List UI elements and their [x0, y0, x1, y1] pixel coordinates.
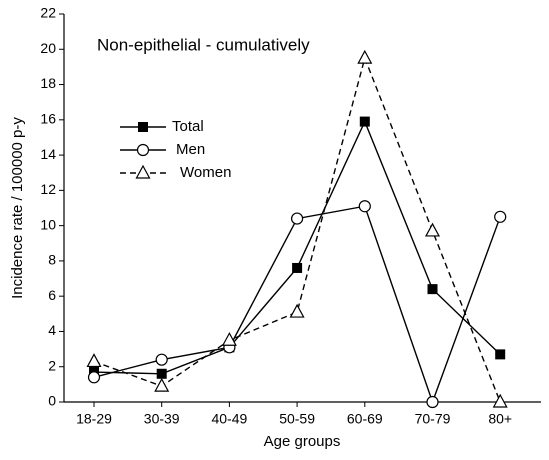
y-tick-label: 6	[48, 287, 56, 303]
x-axis-label: Age groups	[264, 433, 341, 450]
y-tick-label: 10	[40, 216, 56, 232]
marker	[359, 116, 370, 127]
y-tick-label: 16	[40, 111, 56, 127]
marker	[291, 212, 304, 225]
y-tick-label: 2	[48, 357, 56, 373]
x-tick-label: 40-49	[211, 411, 247, 427]
y-tick-label: 8	[48, 252, 56, 268]
y-axis-label: Incidence rate / 100000 p-y	[9, 117, 26, 299]
legend-marker	[136, 143, 150, 157]
x-tick-label: 50-59	[279, 411, 315, 427]
marker	[292, 262, 303, 273]
marker	[154, 377, 170, 392]
marker	[289, 303, 305, 318]
marker	[221, 332, 237, 346]
y-tick-label: 4	[48, 322, 56, 338]
y-tick-label: 20	[40, 40, 56, 56]
marker	[426, 395, 439, 409]
marker	[494, 210, 507, 223]
x-tick-label: 18-29	[76, 411, 112, 427]
marker	[357, 49, 373, 64]
legend-label: Men	[176, 141, 205, 158]
x-tick-label: 70-79	[415, 411, 451, 427]
y-tick-label: 18	[40, 75, 56, 91]
marker	[427, 284, 438, 295]
series-line	[93, 55, 501, 403]
legend-marker	[138, 122, 148, 132]
y-tick-label: 14	[40, 146, 56, 162]
marker	[156, 368, 167, 379]
y-tick-label: 22	[40, 5, 56, 21]
x-tick-label: 60-69	[347, 411, 383, 427]
marker	[495, 349, 506, 360]
marker	[424, 222, 441, 237]
marker	[155, 353, 168, 366]
y-tick-label: 12	[40, 181, 56, 197]
y-tick-label: 0	[48, 393, 56, 409]
x-tick-label: 80+	[488, 411, 512, 427]
marker	[492, 393, 508, 408]
x-tick-label: 30-39	[144, 411, 180, 427]
marker	[358, 200, 371, 213]
marker	[86, 353, 102, 368]
annotation: Non-epithelial - cumulatively	[97, 35, 310, 54]
legend-label: Women	[180, 164, 231, 181]
legend-label: Total	[172, 118, 204, 135]
legend-marker	[135, 164, 151, 179]
marker	[87, 371, 101, 384]
